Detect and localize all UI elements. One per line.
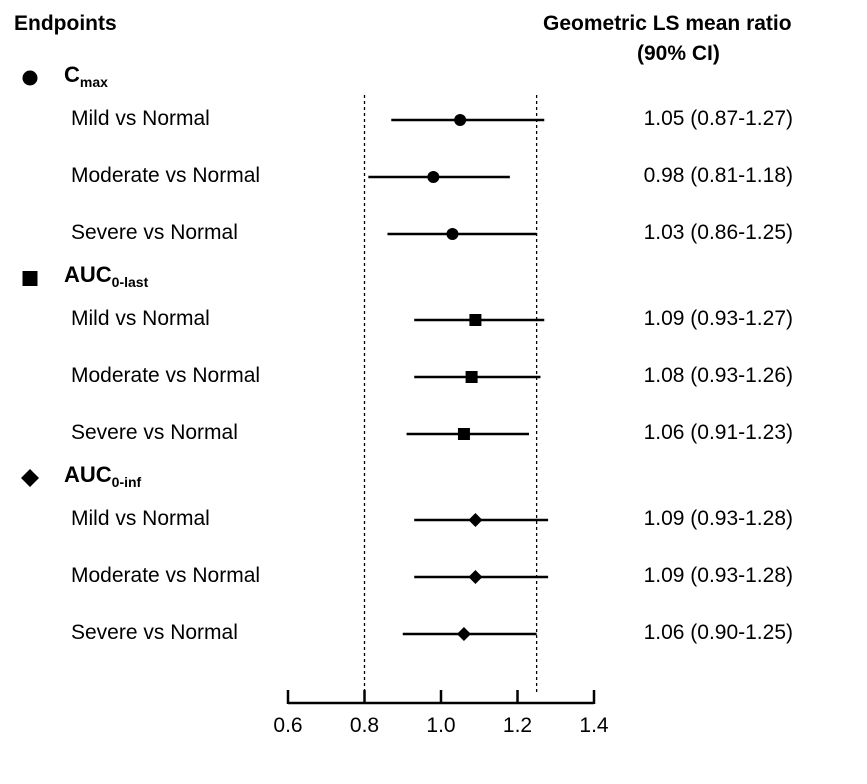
comparison-label: Moderate vs Normal xyxy=(71,364,261,387)
endpoint-group-label: Cmax xyxy=(64,63,108,94)
ci-value-text: 1.06 (0.90-1.25) xyxy=(643,621,793,644)
x-tick-label: 0.8 xyxy=(350,714,379,737)
ratio-header: Geometric LS mean ratio xyxy=(543,12,792,35)
endpoint-group-main: C xyxy=(64,62,80,87)
ci-value-text: 1.09 (0.93-1.28) xyxy=(643,507,793,530)
ci-value-text: 1.03 (0.86-1.25) xyxy=(643,221,793,244)
comparison-label: Moderate vs Normal xyxy=(71,164,261,187)
ci-value-text: 1.06 (0.91-1.23) xyxy=(643,421,793,444)
x-tick-label: 1.2 xyxy=(503,714,532,737)
endpoint-group-main: AUC xyxy=(64,262,112,287)
comparison-label: Mild vs Normal xyxy=(71,307,210,330)
point-estimate-circle xyxy=(427,171,440,183)
comparison-label: Severe vs Normal xyxy=(71,621,238,644)
ci-header: (90% CI) xyxy=(637,42,720,65)
endpoint-group-subscript: 0-last xyxy=(111,274,149,290)
legend-diamond-icon xyxy=(21,469,39,487)
point-estimate-square xyxy=(465,371,478,383)
legend-circle-icon xyxy=(22,70,38,86)
ci-value-text: 1.05 (0.87-1.27) xyxy=(643,107,793,130)
x-tick-label: 1.0 xyxy=(426,714,455,737)
point-estimate-diamond xyxy=(468,513,483,527)
comparison-label: Severe vs Normal xyxy=(71,421,238,444)
comparison-label: Mild vs Normal xyxy=(71,507,210,530)
point-estimate-square xyxy=(469,314,482,326)
ci-value-text: 0.98 (0.81-1.18) xyxy=(643,164,793,187)
ci-value-text: 1.09 (0.93-1.28) xyxy=(643,564,793,587)
comparison-label: Severe vs Normal xyxy=(71,221,238,244)
endpoint-group-label: AUC0-inf xyxy=(64,463,141,494)
point-estimate-circle xyxy=(454,114,467,126)
x-tick-label: 1.4 xyxy=(579,714,609,737)
endpoint-group-main: AUC xyxy=(64,462,112,487)
endpoints-header: Endpoints xyxy=(14,12,117,35)
x-tick-label: 0.6 xyxy=(273,714,302,737)
legend-square-icon xyxy=(22,271,38,286)
endpoint-group-label: AUC0-last xyxy=(64,263,148,294)
point-estimate-diamond xyxy=(456,627,471,641)
comparison-label: Moderate vs Normal xyxy=(71,564,261,587)
ci-value-text: 1.08 (0.93-1.26) xyxy=(643,364,793,387)
point-estimate-diamond xyxy=(468,570,483,584)
point-estimate-square xyxy=(457,428,470,440)
comparison-label: Mild vs Normal xyxy=(71,107,210,130)
endpoint-group-subscript: 0-inf xyxy=(111,474,142,490)
ci-value-text: 1.09 (0.93-1.27) xyxy=(643,307,793,330)
point-estimate-circle xyxy=(446,228,459,240)
endpoint-group-subscript: max xyxy=(79,74,108,90)
